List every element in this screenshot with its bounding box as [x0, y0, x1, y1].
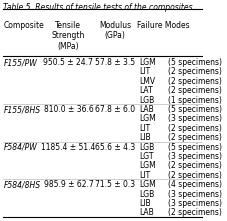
Text: F584/8HS: F584/8HS	[3, 180, 40, 189]
Text: (2 specimens): (2 specimens)	[167, 171, 221, 180]
Text: LGM: LGM	[139, 58, 155, 67]
Text: Composite: Composite	[3, 21, 44, 30]
Text: (2 specimens): (2 specimens)	[167, 77, 221, 86]
Text: LIT: LIT	[139, 171, 150, 180]
Text: LAT: LAT	[139, 86, 152, 95]
Text: LIT: LIT	[139, 124, 150, 133]
Text: (3 specimens): (3 specimens)	[167, 114, 221, 123]
Text: (2 specimens): (2 specimens)	[167, 133, 221, 142]
Text: LGM: LGM	[139, 161, 155, 170]
Text: LIB: LIB	[139, 199, 151, 208]
Text: 57.8 ± 3.5: 57.8 ± 3.5	[95, 58, 135, 67]
Text: (1 specimens): (1 specimens)	[167, 96, 221, 105]
Text: 71.5 ± 0.3: 71.5 ± 0.3	[95, 180, 135, 189]
Text: LAB: LAB	[139, 105, 153, 114]
Text: (5 specimens): (5 specimens)	[167, 143, 221, 152]
Text: LGB: LGB	[139, 190, 154, 198]
Text: 65.6 ± 4.3: 65.6 ± 4.3	[94, 143, 135, 152]
Text: (5 specimens): (5 specimens)	[167, 58, 221, 67]
Text: (3 specimens): (3 specimens)	[167, 199, 221, 208]
Text: (2 specimens): (2 specimens)	[167, 208, 221, 217]
Text: F155/PW: F155/PW	[3, 58, 37, 67]
Text: 810.0 ± 36.6: 810.0 ± 36.6	[43, 105, 93, 114]
Text: LMV: LMV	[139, 77, 155, 86]
Text: 950.5 ± 24.7: 950.5 ± 24.7	[43, 58, 93, 67]
Text: LGB: LGB	[139, 96, 154, 105]
Text: (3 specimens): (3 specimens)	[167, 152, 221, 161]
Text: LIT: LIT	[139, 67, 150, 76]
Text: Failure Modes: Failure Modes	[137, 21, 189, 30]
Text: (2 specimens): (2 specimens)	[167, 67, 221, 76]
Text: LIB: LIB	[139, 133, 151, 142]
Text: LAB: LAB	[139, 208, 153, 217]
Text: (2 specimens): (2 specimens)	[167, 124, 221, 133]
Text: (5 specimens): (5 specimens)	[167, 105, 221, 114]
Text: Modulus
(GPa): Modulus (GPa)	[99, 21, 131, 40]
Text: LGM: LGM	[139, 114, 155, 123]
Text: 67.8 ± 6.0: 67.8 ± 6.0	[95, 105, 135, 114]
Text: (2 specimens): (2 specimens)	[167, 161, 221, 170]
Text: (4 specimens): (4 specimens)	[167, 180, 221, 189]
Text: 985.9 ± 62.7: 985.9 ± 62.7	[43, 180, 93, 189]
Text: LGM: LGM	[139, 180, 155, 189]
Text: Table 5. Results of tensile tests of the composites.: Table 5. Results of tensile tests of the…	[3, 3, 195, 12]
Text: LGB: LGB	[139, 143, 154, 152]
Text: (2 specimens): (2 specimens)	[167, 86, 221, 95]
Text: 1185.4 ± 51.4: 1185.4 ± 51.4	[41, 143, 95, 152]
Text: F155/8HS: F155/8HS	[3, 105, 40, 114]
Text: (3 specimens): (3 specimens)	[167, 190, 221, 198]
Text: Tensile
Strength
(MPa): Tensile Strength (MPa)	[52, 21, 85, 51]
Text: LGT: LGT	[139, 152, 153, 161]
Text: F584/PW: F584/PW	[3, 143, 37, 152]
